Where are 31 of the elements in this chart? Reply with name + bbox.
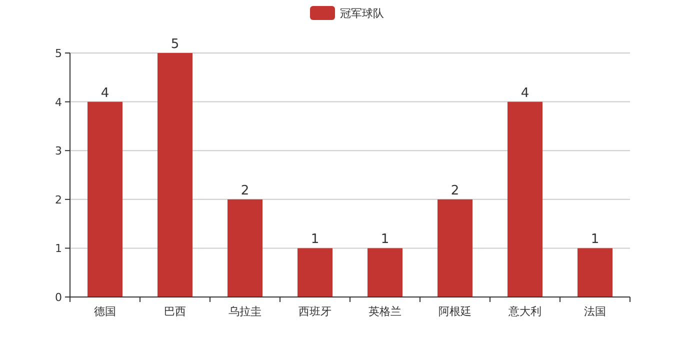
data-label: 2 (240, 183, 250, 198)
data-label: 4 (100, 86, 110, 101)
data-label: 1 (590, 232, 600, 248)
x-tick-label: 德国 (94, 305, 116, 318)
y-tick-label: 4 (55, 96, 62, 109)
bar (368, 248, 402, 297)
x-tick-label: 巴西 (164, 305, 186, 318)
x-tick-label: 意大利 (508, 305, 542, 318)
y-tick-label: 1 (55, 242, 62, 256)
y-tick-label: 5 (55, 47, 62, 60)
bar (298, 248, 332, 297)
bar (228, 199, 262, 297)
x-tick-label: 英格兰 (368, 305, 402, 318)
y-tick-label: 3 (55, 144, 62, 158)
data-label: 1 (310, 232, 320, 248)
data-label: 4 (520, 86, 530, 101)
bar (508, 102, 542, 297)
x-tick-label: 法国 (584, 305, 606, 318)
bar (578, 248, 612, 297)
data-label: 5 (170, 37, 180, 52)
bar (158, 53, 192, 297)
data-label: 2 (450, 183, 460, 198)
data-label: 1 (380, 232, 390, 248)
y-tick-label: 0 (55, 291, 62, 304)
legend-label: 冠军球队 (340, 7, 384, 20)
x-tick-label: 西班牙 (298, 305, 332, 318)
y-tick-label: 2 (55, 193, 62, 206)
bar (88, 102, 122, 297)
x-tick-label: 乌拉圭 (228, 305, 262, 318)
x-tick-label: 阿根廷 (438, 305, 472, 318)
bar (438, 199, 472, 297)
